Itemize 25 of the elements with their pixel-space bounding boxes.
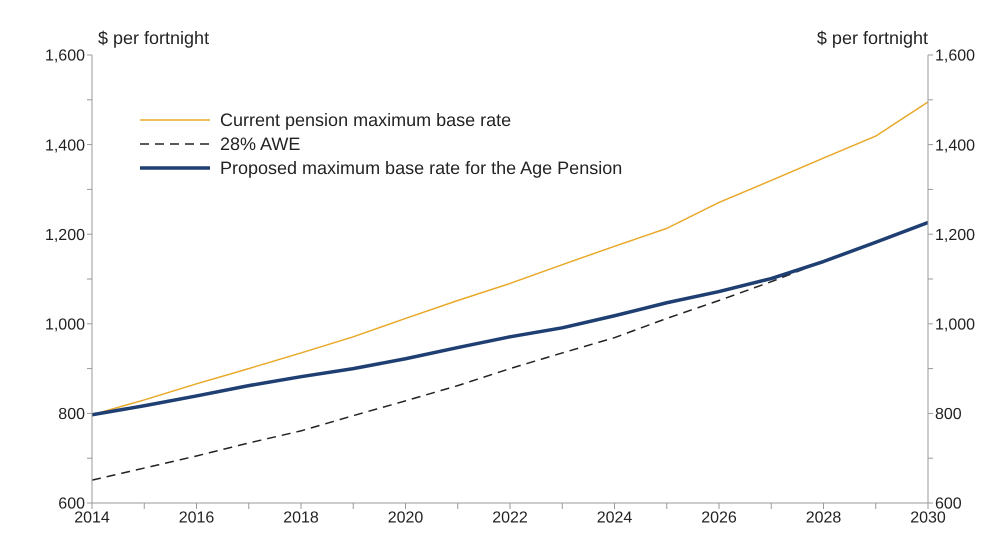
x-tick-label: 2014: [74, 509, 110, 526]
y-tick-label: 1,200: [44, 226, 86, 244]
y-tick-label: 1,400: [44, 137, 86, 154]
y2-tick-label: 800: [935, 406, 962, 424]
y2-tick-label: 1,200: [935, 226, 976, 244]
y-tick-label: 800: [58, 406, 86, 424]
x-tick-label: 2030: [910, 509, 946, 526]
legend-label: Current pension maximum base rate: [220, 109, 512, 132]
x-tick-label: 2028: [806, 509, 842, 526]
y2-axis-title: $ per fortnight: [816, 28, 928, 49]
x-tick-label: 2024: [596, 509, 632, 526]
x-tick-label: 2016: [178, 509, 214, 526]
y2-tick-label: 1,600: [935, 48, 976, 65]
y2-tick-label: 1,000: [935, 316, 976, 334]
y-tick-label: 1,000: [44, 316, 86, 334]
legend-label: Proposed maximum base rate for the Age Pension: [220, 157, 622, 180]
legend-label: 28% AWE: [220, 133, 300, 156]
line-series: [92, 220, 928, 416]
x-tick-label: 2026: [701, 509, 737, 526]
x-tick-label: 2018: [283, 509, 319, 526]
y2-tick-label: 1,400: [935, 137, 976, 154]
y-tick-label: 1,600: [44, 48, 86, 65]
y-axis-title: $ per fortnight: [98, 28, 210, 49]
x-tick-label: 2022: [492, 509, 528, 526]
x-tick-label: 2020: [388, 509, 424, 526]
